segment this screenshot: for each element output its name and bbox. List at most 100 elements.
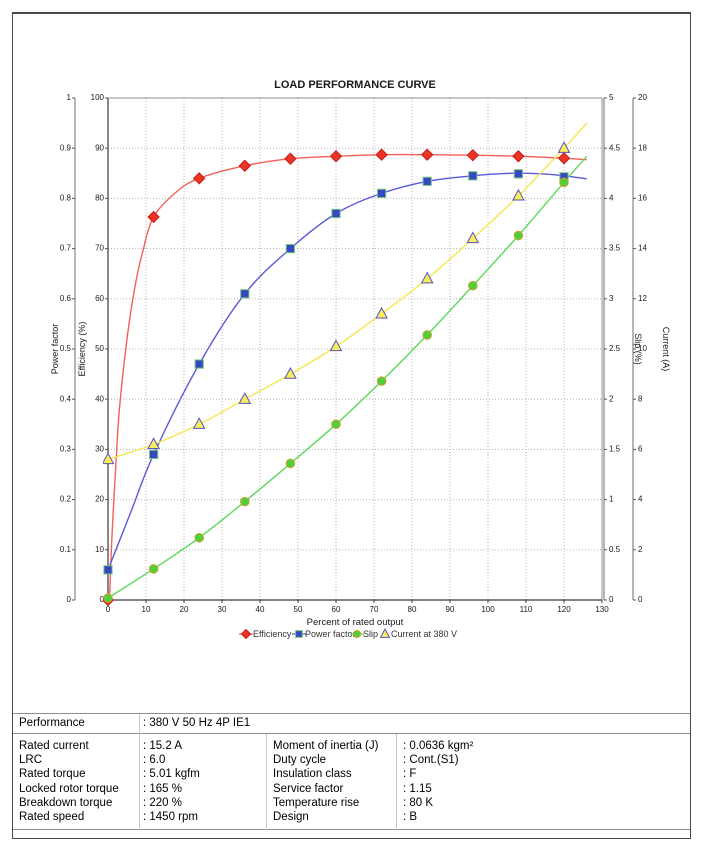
eff-tick-label: 50 xyxy=(95,344,104,353)
marker-slip xyxy=(376,376,387,386)
spec-value: : 0.0636 kgm² xyxy=(403,740,474,752)
spec-value: : 15.2 A xyxy=(143,740,183,752)
eff-tick-label: 80 xyxy=(95,194,104,203)
spec-value: : 165 % xyxy=(143,782,182,795)
cur-tick-label: 8 xyxy=(638,394,643,403)
x-tick-label: 120 xyxy=(557,605,571,614)
slip-tick-label: 5 xyxy=(609,93,614,102)
spec-label: Rated speed xyxy=(19,811,85,824)
marker-efficiency xyxy=(147,210,160,224)
eff-tick-label: 10 xyxy=(95,545,104,554)
marker-power-factor xyxy=(376,188,387,199)
marker-slip xyxy=(559,177,569,188)
load-performance-chart: LOAD PERFORMANCE CURVE010203040506070809… xyxy=(50,79,671,640)
cur-tick-label: 20 xyxy=(638,93,647,102)
table-divider xyxy=(139,714,140,830)
spec-row: Locked rotor torque : 165 % Service factor… xyxy=(13,782,690,796)
cur-tick-label: 10 xyxy=(638,344,647,353)
marker-power-factor xyxy=(240,289,250,299)
marker-efficiency xyxy=(192,172,206,185)
circle-legend-icon xyxy=(352,629,362,639)
series-line-efficiency xyxy=(108,153,587,601)
marker-current-at-380-v xyxy=(192,417,206,429)
spec-label: Locked rotor torque xyxy=(19,782,119,795)
x-tick-label: 30 xyxy=(218,605,227,614)
slip-tick-label: 4.5 xyxy=(609,143,621,152)
table-divider xyxy=(396,734,397,830)
marker-slip xyxy=(468,280,478,291)
marker-current-at-380-v xyxy=(103,452,115,465)
pf-tick-label: 0.6 xyxy=(60,294,72,303)
performance-value: : 380 V 50 Hz 4P IE1 xyxy=(143,717,251,729)
x-tick-label: 10 xyxy=(142,605,151,614)
square-legend-icon xyxy=(295,630,303,638)
spec-value: : 220 % xyxy=(143,796,182,809)
marker-efficiency xyxy=(238,159,252,172)
slip-tick-label: 3.5 xyxy=(609,244,621,253)
cur-axis-title: Current (A) xyxy=(661,327,671,372)
spec-label: Moment of inertia (J) xyxy=(273,740,379,752)
marker-efficiency xyxy=(284,152,297,165)
marker-slip xyxy=(422,330,432,340)
performance-label: Performance xyxy=(19,717,85,729)
pf-tick-label: 1 xyxy=(67,93,72,102)
x-tick-label: 80 xyxy=(408,605,417,614)
spec-value: : 1.15 xyxy=(403,782,432,795)
slip-tick-label: 2.5 xyxy=(609,344,621,353)
marker-efficiency xyxy=(420,148,434,161)
cur-tick-label: 2 xyxy=(638,545,643,554)
pf-tick-label: 0.2 xyxy=(60,495,72,504)
marker-current-at-380-v xyxy=(466,231,480,244)
marker-current-at-380-v xyxy=(420,271,434,284)
eff-tick-label: 70 xyxy=(95,244,104,253)
report-page: LOAD PERFORMANCE CURVE 0 10 20 30 40 50 60 70 80 9… xyxy=(12,12,691,839)
marker-current-at-380-v xyxy=(557,141,571,153)
marker-current-at-380-v xyxy=(512,188,525,201)
pf-tick-label: 0.3 xyxy=(60,445,72,454)
spec-label: Design xyxy=(273,811,309,824)
spec-value: : F xyxy=(403,768,417,781)
cur-tick-label: 0 xyxy=(638,595,643,604)
marker-power-factor xyxy=(285,243,296,254)
legend-label: Power factor xyxy=(305,629,356,639)
legend-label: Efficiency xyxy=(253,629,292,639)
marker-slip xyxy=(285,458,296,469)
x-tick-label: 70 xyxy=(370,605,379,614)
marker-power-factor xyxy=(422,176,432,186)
cur-tick-label: 18 xyxy=(638,143,647,152)
spec-label: Rated torque xyxy=(19,768,86,781)
x-tick-label: 60 xyxy=(332,605,341,614)
table-divider xyxy=(266,734,267,830)
slip-tick-label: 0.5 xyxy=(609,545,621,554)
pf-tick-label: 0.4 xyxy=(60,394,72,403)
slip-tick-label: 1.5 xyxy=(609,445,621,454)
eff-tick-label: 40 xyxy=(95,394,104,403)
pf-tick-label: 0.5 xyxy=(60,344,72,353)
marker-efficiency xyxy=(329,150,343,163)
spec-label: Temperature rise xyxy=(273,796,360,809)
slip-tick-label: 3 xyxy=(609,294,614,303)
spec-row: LRC: 6.0 Duty cycle: Cont.(S1) xyxy=(13,753,690,767)
spec-label: LRC xyxy=(19,754,43,767)
spec-label: Service factor xyxy=(273,782,344,795)
spec-value: : Cont.(S1) xyxy=(403,754,459,767)
spec-table: Performance : 380 V 50 Hz 4P IE1 Rated c… xyxy=(13,713,690,830)
chart-title: LOAD PERFORMANCE CURVE xyxy=(274,79,436,91)
spec-row: Breakdown torque: 220 % Temperature rise:… xyxy=(13,796,690,810)
eff-tick-label: 100 xyxy=(91,93,105,102)
marker-power-factor xyxy=(148,449,159,460)
spec-value: : B xyxy=(403,811,418,824)
pf-tick-label: 0.7 xyxy=(60,244,72,253)
spec-row: Rated speed: 1450 rpm Design: B xyxy=(13,810,690,824)
cur-tick-label: 12 xyxy=(638,294,647,303)
marker-current-at-380-v xyxy=(329,339,343,352)
triangle-legend-icon xyxy=(379,627,391,638)
marker-current-at-380-v xyxy=(147,437,160,450)
eff-tick-label: 60 xyxy=(95,294,104,303)
marker-power-factor xyxy=(194,359,204,369)
slip-tick-label: 0 xyxy=(609,595,614,604)
x-tick-label: 50 xyxy=(294,605,303,614)
cur-tick-label: 16 xyxy=(638,194,647,203)
slip-tick-label: 1 xyxy=(609,495,614,504)
series-line-slip xyxy=(107,155,588,599)
